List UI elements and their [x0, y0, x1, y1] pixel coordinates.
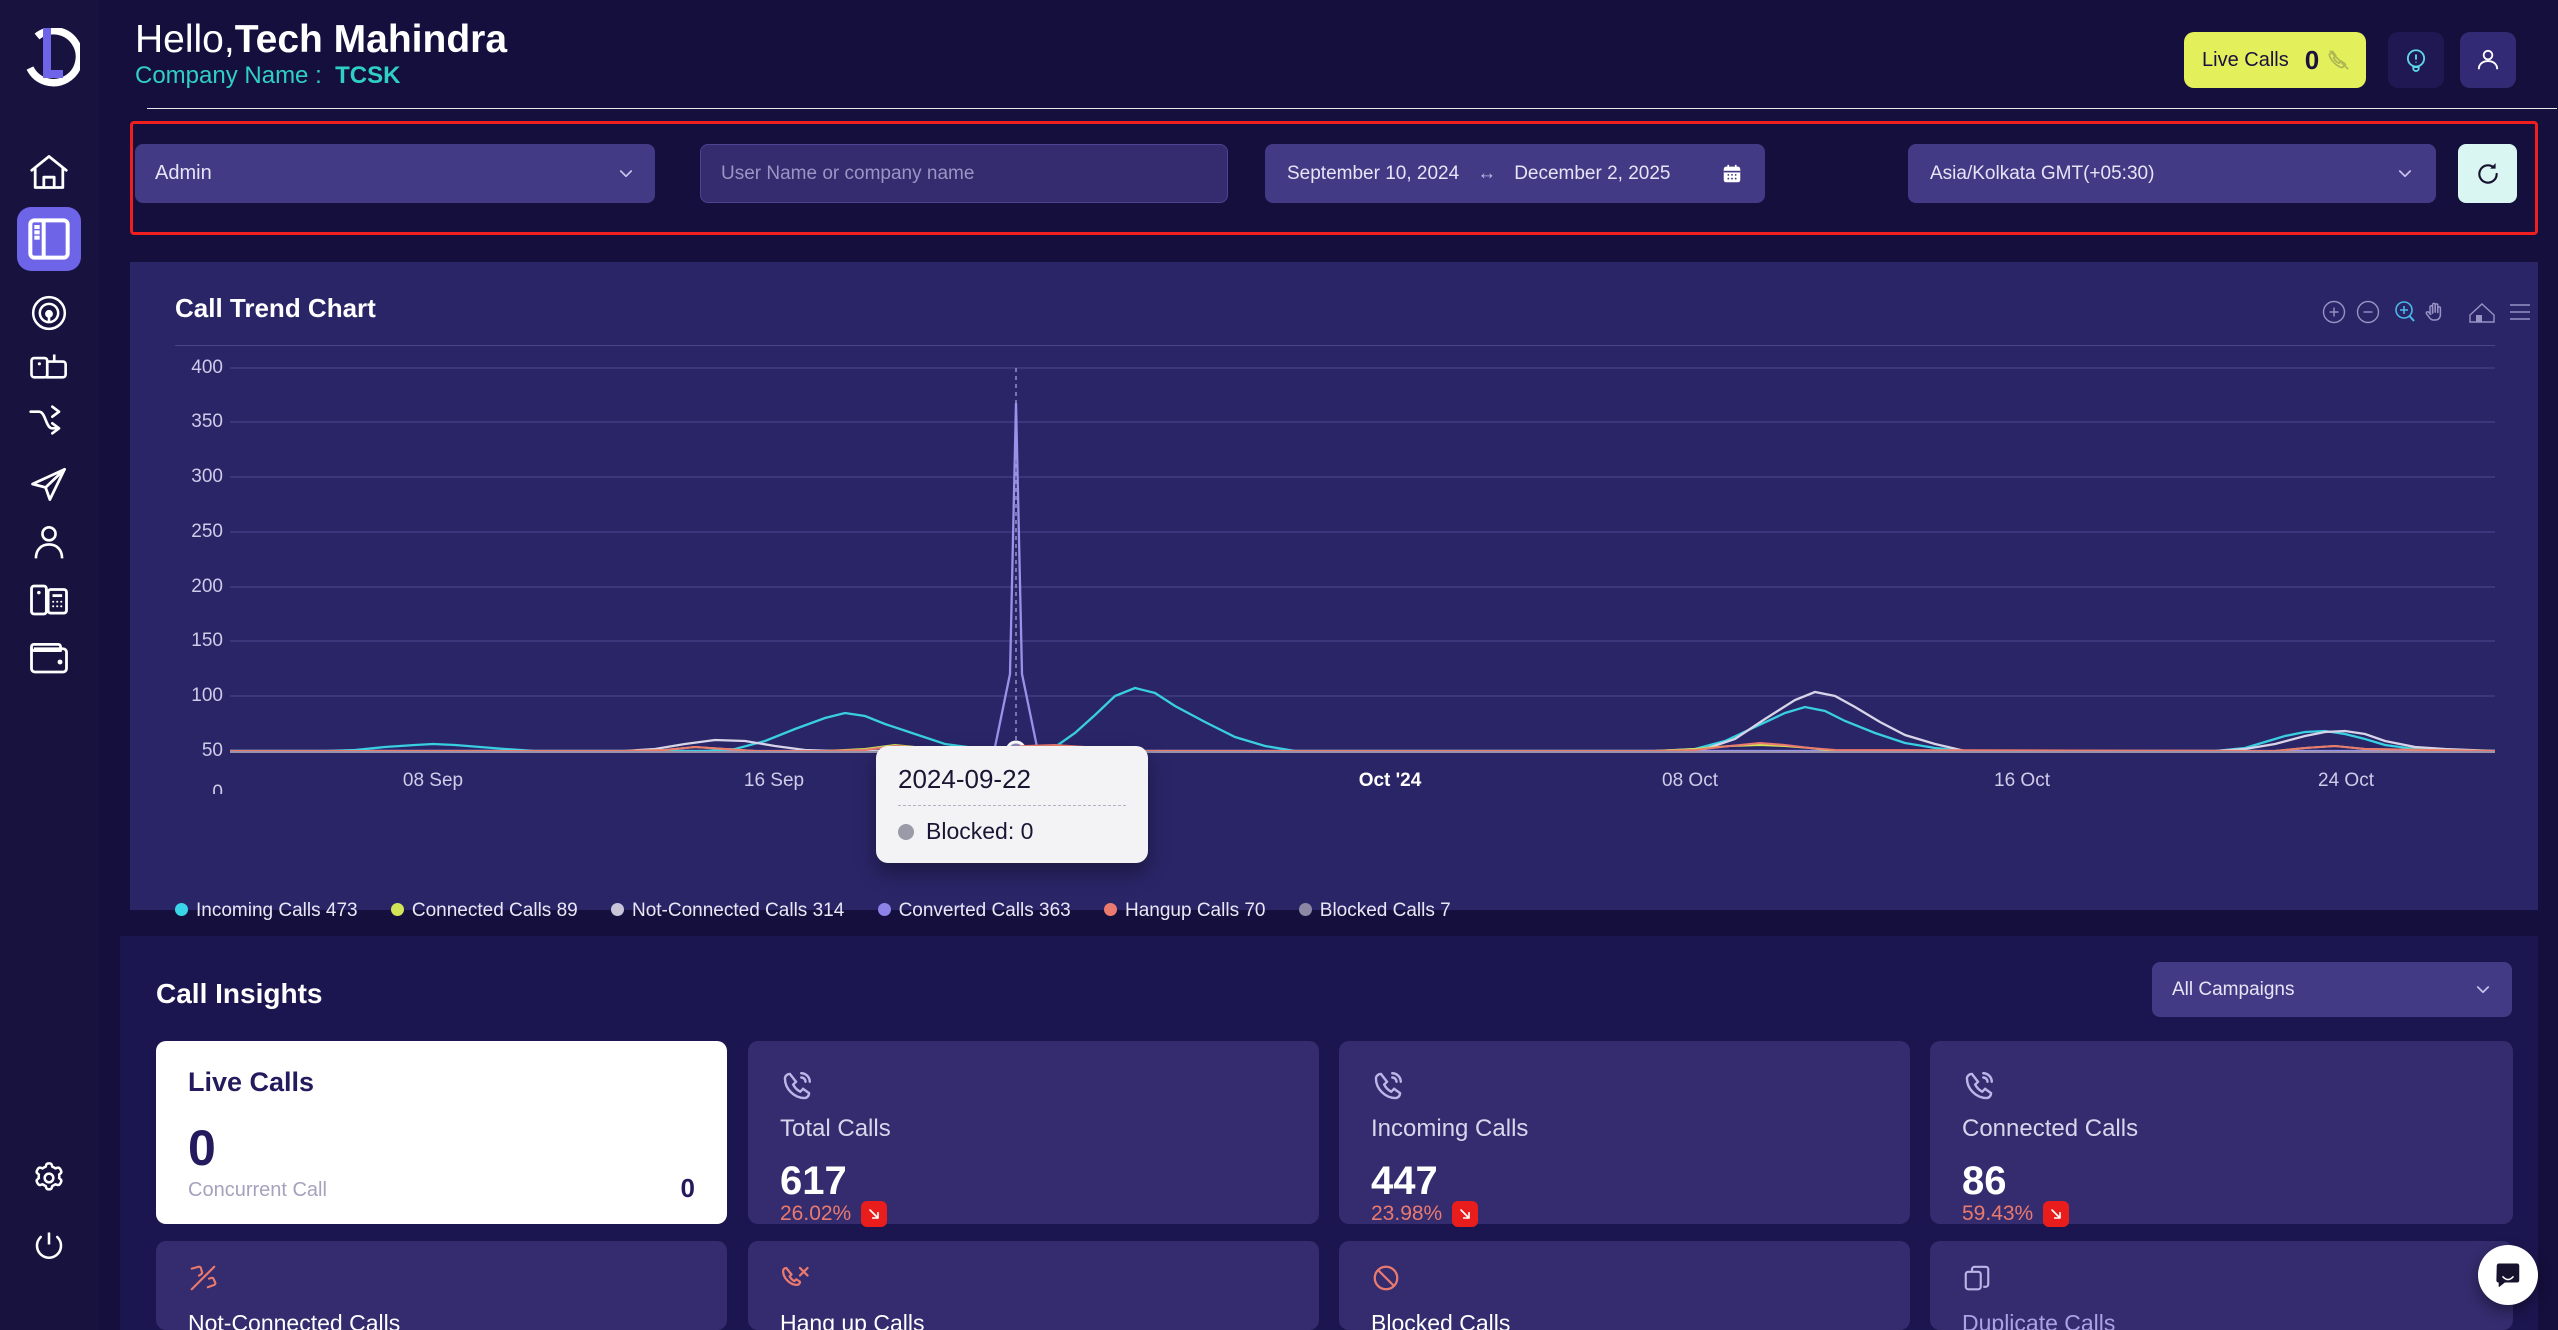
svg-text:0: 0 — [212, 782, 223, 794]
svg-text:16 Sep: 16 Sep — [744, 770, 804, 791]
svg-text:300: 300 — [191, 466, 223, 487]
svg-text:250: 250 — [191, 521, 223, 542]
svg-text:50: 50 — [202, 740, 223, 761]
svg-text:08 Sep: 08 Sep — [403, 770, 463, 791]
svg-text:24 Oct: 24 Oct — [2318, 770, 2375, 791]
svg-text:100: 100 — [191, 685, 223, 706]
svg-text:Oct '24: Oct '24 — [1359, 770, 1422, 791]
svg-text:150: 150 — [191, 630, 223, 651]
svg-text:400: 400 — [191, 357, 223, 378]
svg-text:16 Oct: 16 Oct — [1994, 770, 2051, 791]
svg-text:200: 200 — [191, 576, 223, 597]
svg-text:350: 350 — [191, 411, 223, 432]
svg-text:08 Oct: 08 Oct — [1662, 770, 1719, 791]
